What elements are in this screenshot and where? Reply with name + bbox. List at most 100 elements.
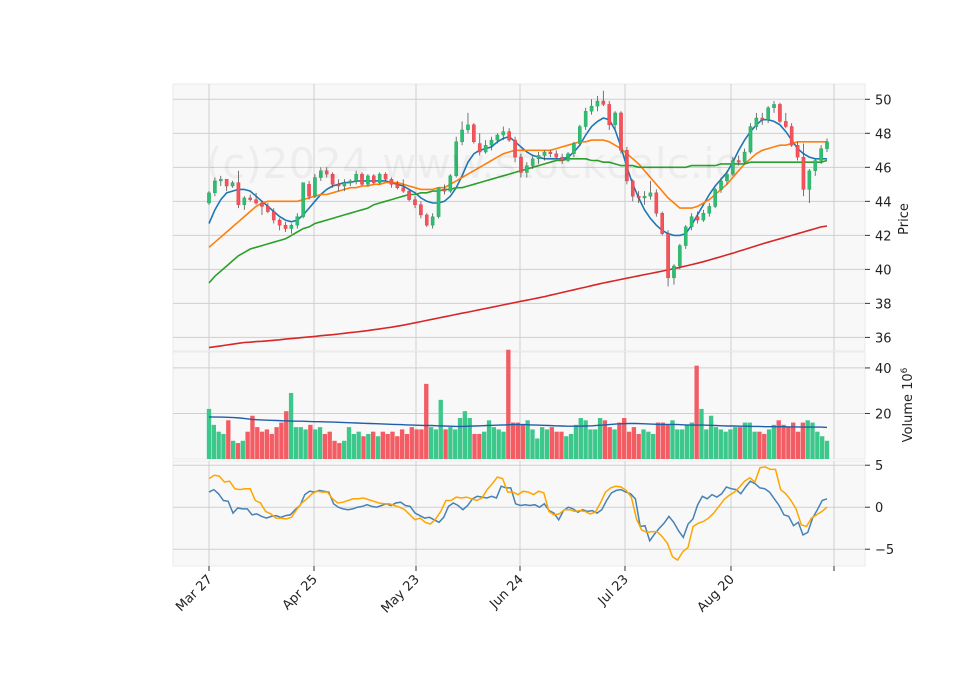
candle-body xyxy=(701,213,706,221)
volume-bar xyxy=(351,433,357,459)
volume-axis-label: Volume 106 xyxy=(900,367,916,442)
volume-bar xyxy=(327,431,332,459)
volume-bar xyxy=(699,408,704,459)
candle-body xyxy=(642,196,647,199)
candle-body xyxy=(689,216,694,228)
candle-body xyxy=(366,175,370,185)
candle-body xyxy=(424,214,429,226)
candle-body xyxy=(754,117,759,127)
volume-bar xyxy=(597,418,603,459)
candle-body xyxy=(548,151,553,154)
volume-bar xyxy=(747,422,752,459)
volume-bar xyxy=(752,431,757,459)
volume-bar xyxy=(708,415,714,459)
volume-bar xyxy=(757,431,762,459)
volume-bar xyxy=(549,427,554,459)
candle-body xyxy=(707,206,712,214)
candle-body xyxy=(813,160,818,171)
volume-bar xyxy=(525,420,530,459)
volume-bar xyxy=(617,422,622,459)
volume-bar xyxy=(221,433,226,459)
volume-bar xyxy=(622,418,627,459)
candle-body xyxy=(472,124,476,143)
volume-bar xyxy=(539,427,545,459)
moving-average-line-2 xyxy=(208,139,827,248)
candle-body xyxy=(536,155,541,160)
candle-body xyxy=(466,124,470,131)
volume-bar xyxy=(815,431,820,459)
volume-bar xyxy=(419,429,424,459)
volume-bar xyxy=(694,365,699,459)
candle-body xyxy=(301,182,305,217)
volume-bar xyxy=(689,422,694,459)
candle-body xyxy=(554,153,559,158)
volume-bar xyxy=(409,427,414,459)
volume-bar xyxy=(810,422,815,459)
candle-body xyxy=(501,131,506,136)
volume-bar xyxy=(795,431,801,459)
volume-bar xyxy=(375,436,381,459)
candle-body xyxy=(330,173,335,185)
candle-body xyxy=(760,117,765,120)
moving-average-line-1 xyxy=(208,117,827,237)
volume-bar xyxy=(259,431,265,459)
volume-bar xyxy=(496,429,501,459)
candle-body xyxy=(207,192,211,204)
volume-bar xyxy=(438,399,443,459)
candle-body xyxy=(242,197,247,205)
candle-body xyxy=(271,211,276,221)
volume-bar xyxy=(578,418,583,459)
candle-body xyxy=(825,141,829,149)
oscillator-ytick-label: 5 xyxy=(875,459,883,474)
candle-body xyxy=(389,179,394,185)
candle-body xyxy=(583,111,588,127)
volume-bar xyxy=(337,443,342,459)
price-ytick-label: 46 xyxy=(875,161,892,176)
volume-bar xyxy=(216,431,221,459)
volume-bar xyxy=(433,429,439,459)
volume-bar xyxy=(284,411,289,459)
volume-bar xyxy=(723,431,728,459)
volume-bar xyxy=(646,431,651,459)
candle-body xyxy=(666,233,670,279)
candle-body xyxy=(430,216,435,226)
candle-body xyxy=(625,150,629,182)
candle-body xyxy=(654,192,659,214)
candle-body xyxy=(748,126,753,153)
candle-body xyxy=(413,199,417,205)
volume-bar xyxy=(544,429,550,459)
candle-body xyxy=(736,160,741,163)
price-ytick-label: 36 xyxy=(875,331,892,346)
candle-body xyxy=(519,156,523,173)
candle-body xyxy=(266,206,270,212)
candle-body xyxy=(495,134,500,141)
volume-bar xyxy=(520,424,526,459)
volume-bar xyxy=(588,429,593,459)
volume-bar xyxy=(800,422,806,459)
price-ytick-label: 38 xyxy=(875,297,892,312)
volume-bar xyxy=(274,427,279,459)
candle-body xyxy=(619,112,623,151)
volume-bar xyxy=(240,440,245,459)
volume-bar xyxy=(288,392,294,459)
candle-body xyxy=(513,139,517,158)
volume-bar xyxy=(564,436,569,459)
candle-body xyxy=(725,173,729,182)
volume-bar xyxy=(390,431,395,459)
volume-bar xyxy=(366,433,371,459)
candle-body xyxy=(636,196,641,199)
candle-body xyxy=(295,216,300,226)
candle-body xyxy=(395,184,400,188)
candle-body xyxy=(778,104,782,122)
candle-body xyxy=(807,170,812,190)
price-axis-label: Price xyxy=(897,203,912,235)
volume-moving-average-line xyxy=(208,416,828,429)
volume-bar xyxy=(660,422,666,459)
candle-body xyxy=(442,189,447,192)
volume-bar xyxy=(370,431,376,459)
price-ytick-label: 44 xyxy=(875,195,892,210)
oscillator-panel: 5 0 −5 xyxy=(172,459,894,567)
volume-bar xyxy=(395,436,400,459)
volume-bar xyxy=(655,422,661,459)
